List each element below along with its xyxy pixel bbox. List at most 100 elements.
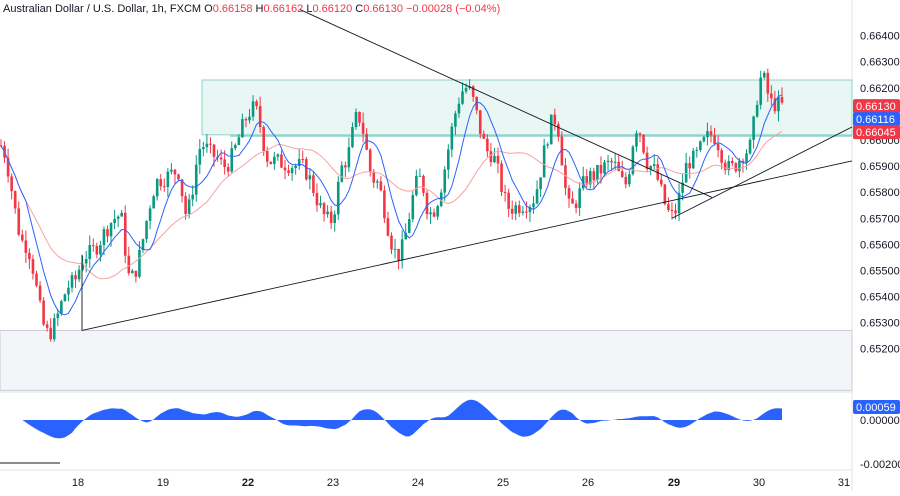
- candle-body: [567, 188, 571, 199]
- candle-body: [436, 206, 439, 217]
- candle-body: [613, 161, 617, 163]
- candle-body: [322, 203, 326, 215]
- candle-body: [496, 155, 500, 164]
- candle-body: [106, 229, 109, 237]
- candle-body: [773, 98, 777, 112]
- candle-body: [202, 147, 205, 150]
- candle-body: [226, 167, 230, 172]
- candle-body: [578, 188, 581, 208]
- candle-body: [198, 149, 202, 165]
- candle-body: [28, 252, 31, 260]
- macd-layer: [0, 399, 782, 464]
- candle-body: [411, 195, 415, 220]
- descending-trendline: [299, 9, 713, 198]
- price-tick-label: 0.66400: [860, 31, 900, 43]
- price-tick-label: 0.66200: [860, 83, 900, 95]
- candle-body: [471, 86, 475, 97]
- candle-body: [305, 159, 308, 180]
- candle-body: [677, 192, 681, 214]
- candle-body: [535, 189, 539, 204]
- candle-body: [493, 155, 496, 163]
- candle-body: [486, 138, 489, 152]
- candle-body: [88, 245, 92, 260]
- candle-body: [450, 126, 454, 150]
- candle-body: [283, 167, 287, 171]
- candle-body: [170, 169, 173, 172]
- candle-body: [741, 160, 745, 163]
- candle-body: [539, 177, 542, 190]
- candle-body: [70, 275, 74, 288]
- candle-body: [319, 203, 322, 206]
- candle-body: [329, 211, 333, 224]
- candle-body: [599, 165, 603, 174]
- resistance-zone: [201, 79, 853, 136]
- candle-body: [287, 170, 290, 174]
- candle-body: [762, 72, 766, 78]
- candle-body: [734, 163, 738, 172]
- candle-body: [344, 165, 347, 168]
- candle-body: [549, 114, 553, 145]
- candle-body: [660, 179, 663, 185]
- candle-body: [248, 116, 251, 121]
- candle-body: [518, 205, 521, 213]
- candle-body: [400, 239, 404, 261]
- candle-body: [60, 301, 63, 314]
- price-tick-label: 0.65800: [860, 187, 900, 199]
- candle-body: [258, 106, 262, 128]
- time-tick-label: 31: [838, 477, 850, 489]
- candle-body: [280, 154, 283, 168]
- last-price-badge: [853, 99, 900, 114]
- candle-body: [21, 234, 24, 241]
- candle-body: [297, 159, 301, 166]
- candle-body: [560, 136, 564, 166]
- candle-body: [194, 164, 198, 195]
- candle-body: [74, 275, 77, 280]
- candle-body: [120, 212, 123, 217]
- candle-body: [457, 103, 461, 114]
- candle-body: [713, 135, 716, 144]
- candle-body: [273, 156, 276, 164]
- candle-body: [336, 181, 340, 215]
- candle-body: [596, 165, 599, 181]
- macd-badge: [853, 400, 900, 414]
- support-zone: [0, 329, 853, 391]
- candle-body: [347, 147, 351, 168]
- candle-body: [628, 174, 631, 185]
- time-tick-label: 26: [582, 477, 594, 489]
- candle-body: [631, 146, 635, 175]
- candle-body: [127, 255, 131, 274]
- candle-body: [251, 101, 255, 117]
- candle-body: [542, 145, 546, 178]
- high-value: 0.66162: [263, 3, 304, 15]
- candle-body: [624, 176, 628, 185]
- candle-body: [184, 196, 187, 214]
- candle-body: [745, 153, 748, 163]
- indicator-tick-label: 0.00000: [860, 415, 900, 427]
- candle-body: [748, 139, 752, 154]
- candle-body: [354, 111, 358, 128]
- candle-body: [230, 148, 234, 172]
- candle-body: [131, 270, 134, 274]
- long-support-trendline: [81, 160, 853, 331]
- candle-body: [205, 143, 209, 148]
- candle-body: [475, 96, 478, 111]
- candle-body: [166, 171, 170, 188]
- candle-body: [770, 93, 773, 99]
- candle-body: [102, 229, 106, 246]
- candle-body: [674, 210, 677, 214]
- candle-body: [113, 218, 116, 224]
- candle-body: [95, 246, 99, 255]
- candle-body: [645, 152, 649, 169]
- candle-body: [592, 171, 596, 181]
- price-tick-label: 0.65400: [860, 292, 900, 304]
- candle-body: [301, 159, 305, 161]
- candle-body: [173, 169, 177, 175]
- candle-body: [99, 245, 102, 255]
- candle-body: [191, 194, 194, 200]
- candle-body: [606, 160, 610, 163]
- candle-body: [489, 151, 493, 163]
- price-tick-label: 0.65500: [860, 265, 900, 277]
- candle-body: [638, 133, 642, 135]
